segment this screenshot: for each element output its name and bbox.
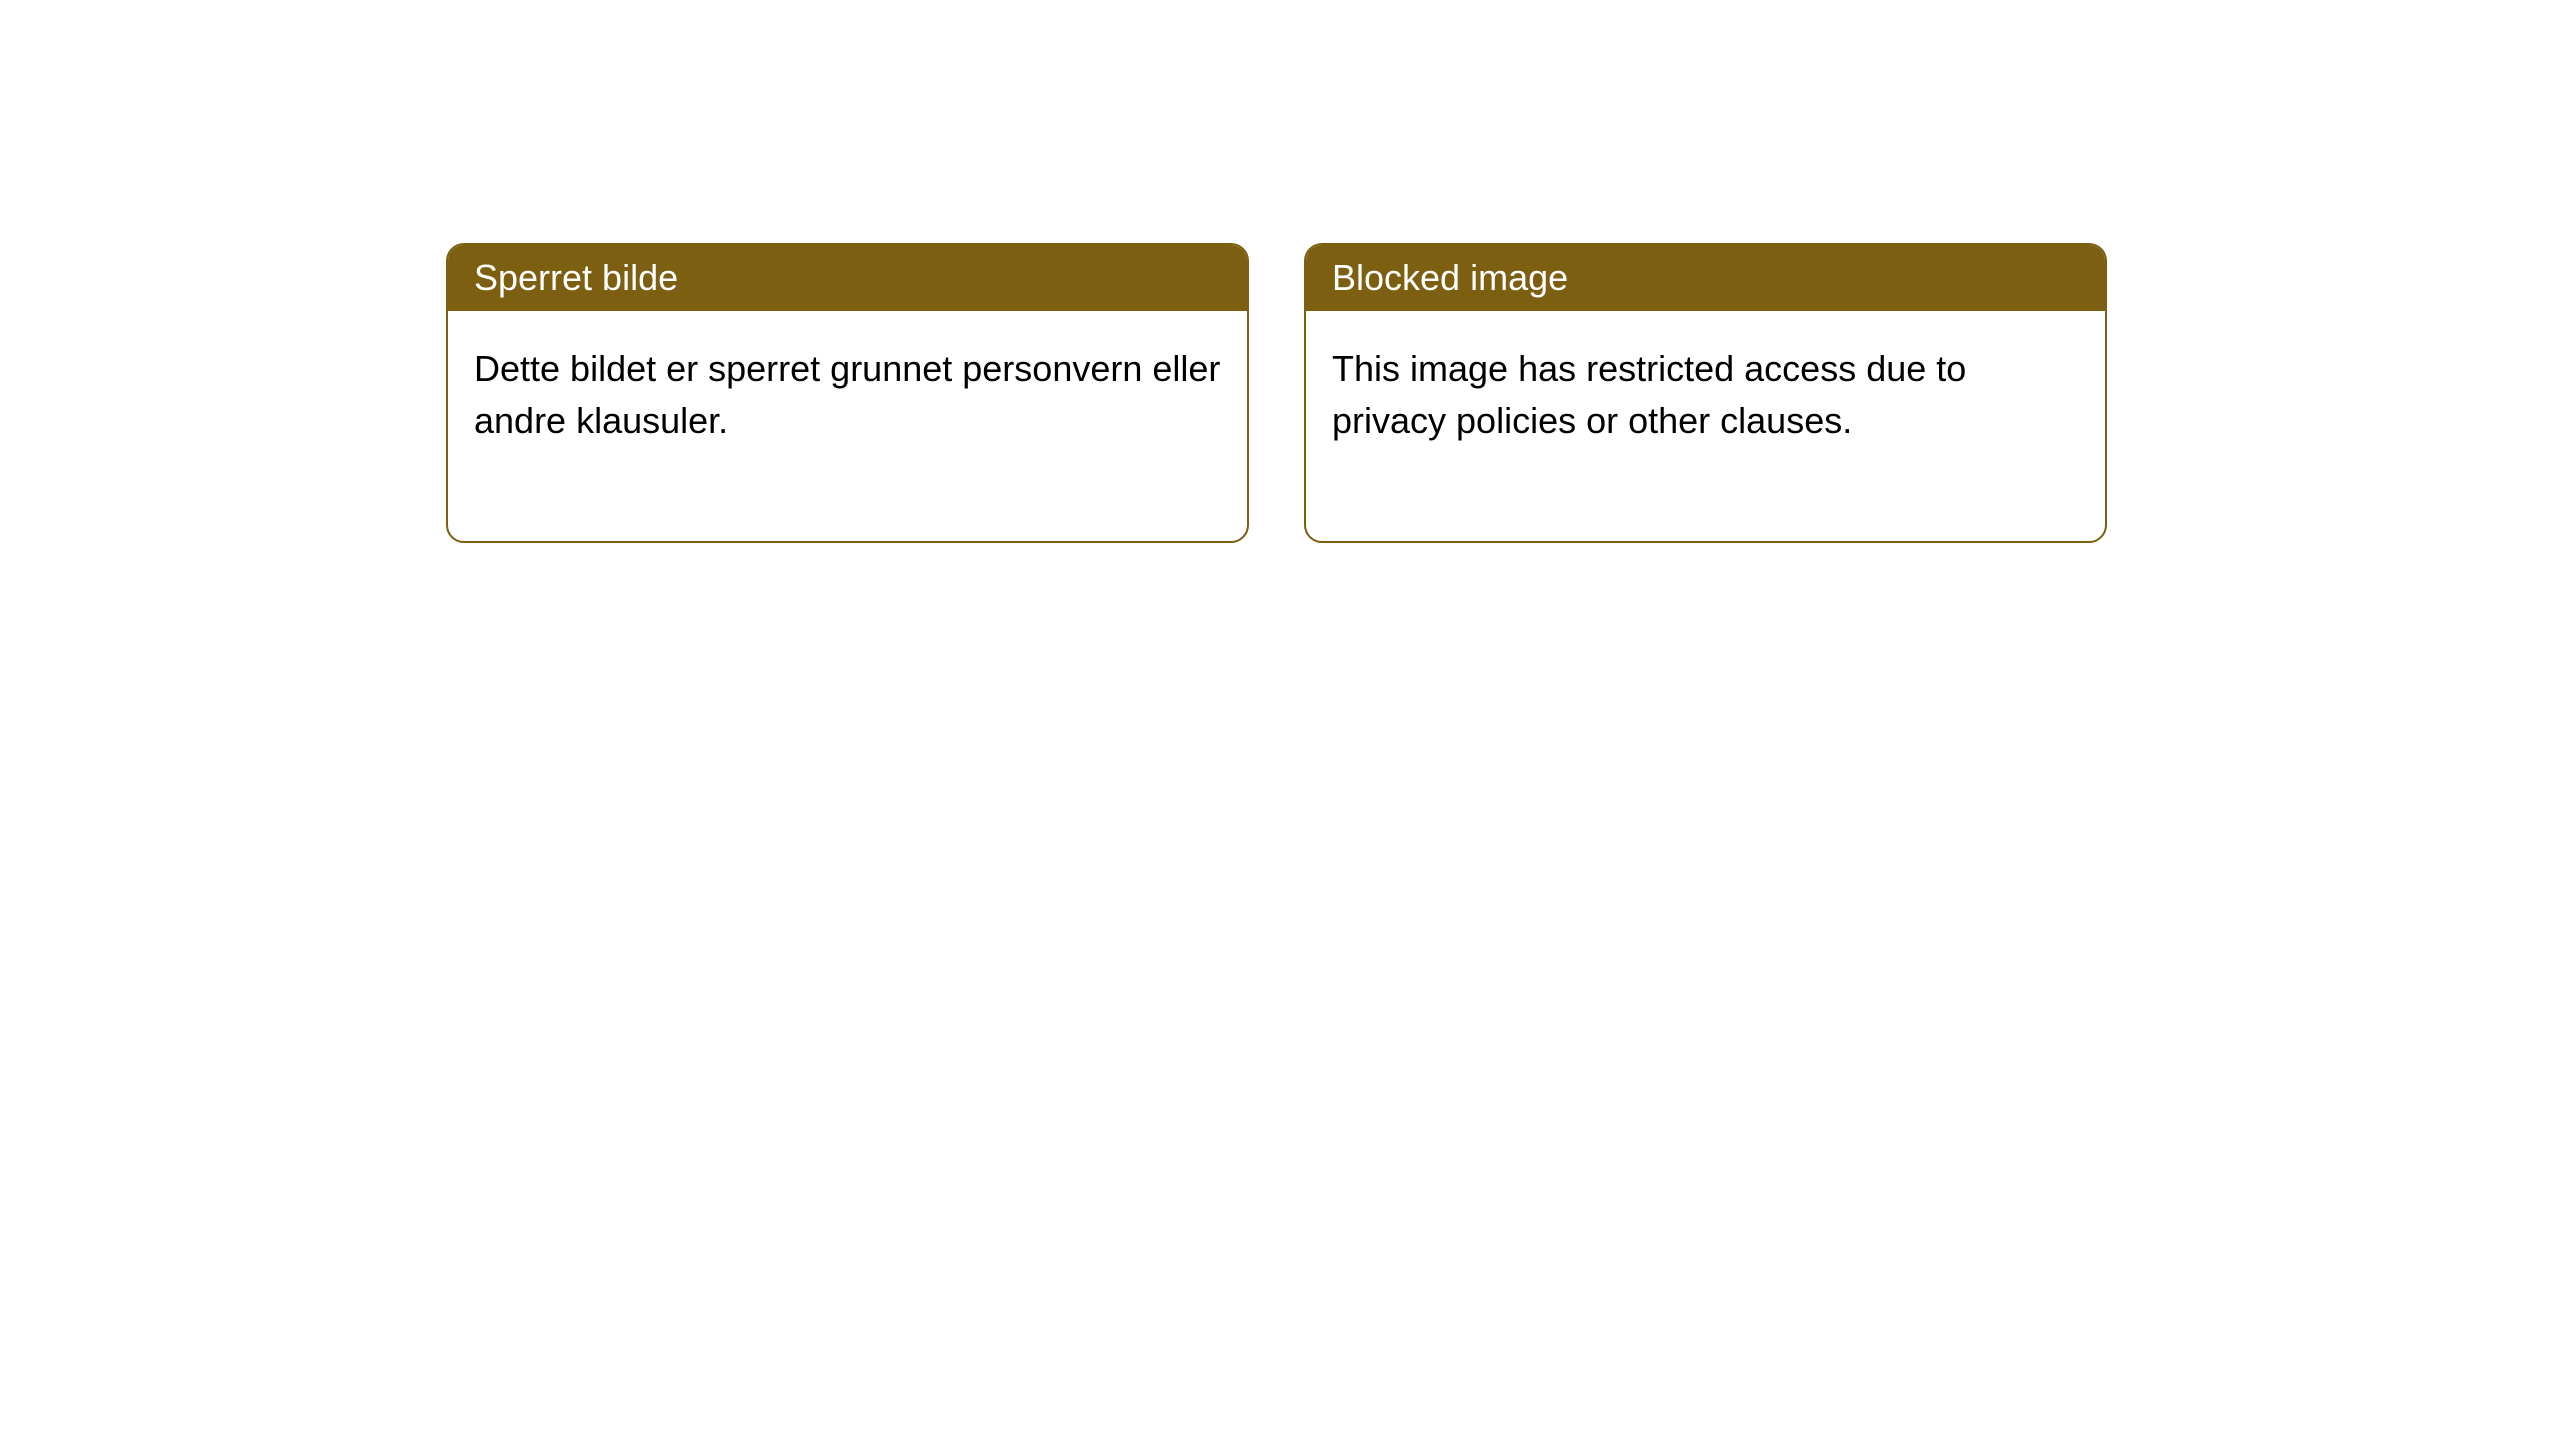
- blocked-image-card-no: Sperret bilde Dette bildet er sperret gr…: [446, 243, 1249, 543]
- cards-container: Sperret bilde Dette bildet er sperret gr…: [0, 0, 2560, 543]
- card-title-no: Sperret bilde: [474, 257, 678, 298]
- card-header-en: Blocked image: [1306, 245, 2105, 311]
- card-message-no: Dette bildet er sperret grunnet personve…: [474, 348, 1220, 441]
- card-body-no: Dette bildet er sperret grunnet personve…: [448, 311, 1247, 541]
- card-header-no: Sperret bilde: [448, 245, 1247, 311]
- card-title-en: Blocked image: [1332, 257, 1568, 298]
- card-message-en: This image has restricted access due to …: [1332, 348, 1966, 441]
- blocked-image-card-en: Blocked image This image has restricted …: [1304, 243, 2107, 543]
- card-body-en: This image has restricted access due to …: [1306, 311, 2105, 541]
